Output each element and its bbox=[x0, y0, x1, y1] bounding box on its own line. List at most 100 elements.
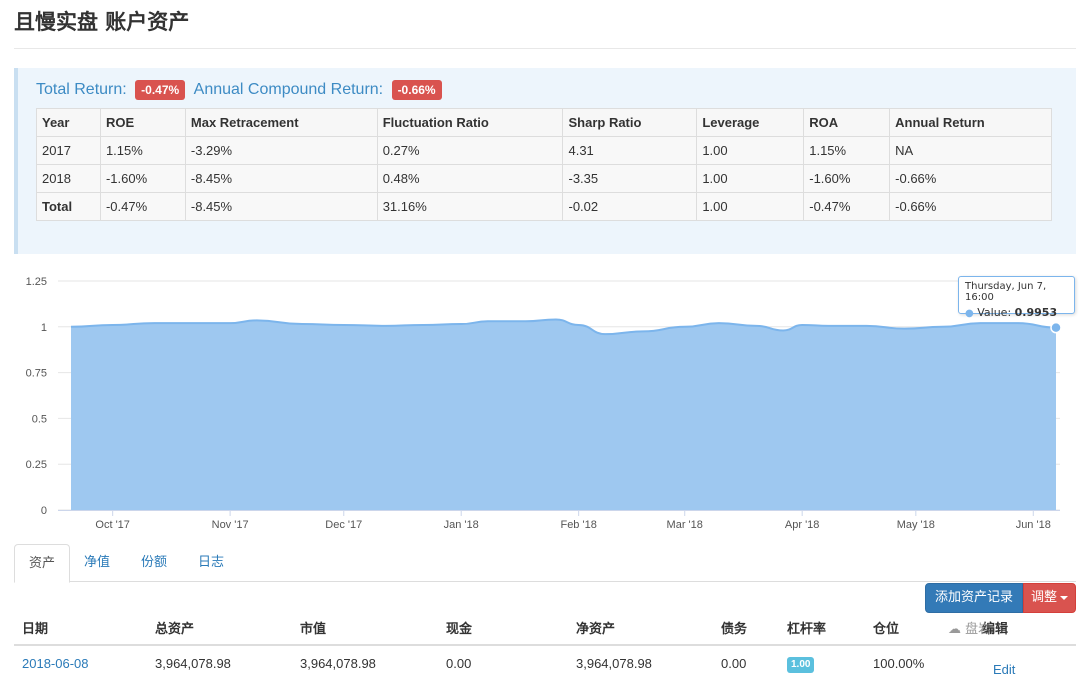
x-tick-label: Mar '18 bbox=[667, 519, 703, 531]
stats-cell: 0.48% bbox=[376, 164, 564, 193]
stats-cell: -3.29% bbox=[184, 136, 378, 165]
stats-cell: 1.00 bbox=[696, 164, 805, 193]
assets-header-cell: 日期 bbox=[22, 622, 49, 637]
stats-header-cell: ROE bbox=[99, 108, 186, 137]
stats-cell: 2018 bbox=[36, 164, 101, 193]
cash-cell: 0.00 bbox=[446, 656, 472, 671]
assets-header-cell: 仓位 bbox=[873, 622, 900, 637]
stats-cell: 1.15% bbox=[803, 136, 891, 165]
x-tick-label: Feb '18 bbox=[560, 519, 596, 531]
total-return-label: Total Return: bbox=[36, 81, 127, 98]
tab-shares[interactable]: 份额 bbox=[141, 555, 168, 570]
adjust-label: 调整 bbox=[1030, 590, 1057, 605]
x-tick-label: Dec '17 bbox=[325, 519, 362, 531]
y-tick-label: 0 bbox=[41, 505, 47, 517]
wechat-icon: ☁ bbox=[948, 622, 961, 637]
position-cell: 100.00% bbox=[873, 656, 925, 671]
adjust-dropdown-button[interactable]: 调整 bbox=[1023, 583, 1076, 613]
series-area bbox=[71, 319, 1056, 510]
stats-cell: -1.60% bbox=[803, 164, 891, 193]
y-tick-label: 0.25 bbox=[26, 459, 47, 471]
return-summary: Total Return: -0.47% Annual Compound Ret… bbox=[36, 80, 446, 100]
stats-cell: 1.00 bbox=[696, 136, 805, 165]
annual-compound-badge: -0.66% bbox=[391, 80, 442, 100]
assets-header-cell: 市值 bbox=[300, 622, 327, 637]
hover-point-marker bbox=[1050, 321, 1062, 334]
chart-svg[interactable]: 0 0.25 0.5 0.75 1 1.25 Oct '17 Nov '17 Dec '17 Ja… bbox=[0, 262, 1080, 540]
stats-header-cell: Sharp Ratio bbox=[562, 108, 698, 137]
x-tick-label: Oct '17 bbox=[95, 519, 130, 531]
stats-cell: -0.66% bbox=[889, 164, 1052, 193]
tooltip-value: 0.9953 bbox=[1014, 306, 1058, 319]
market-value-cell: 3,964,078.98 bbox=[300, 656, 376, 671]
annual-compound-label: Annual Compound Return: bbox=[193, 81, 384, 98]
debt-cell: 0.00 bbox=[721, 656, 747, 671]
total-return-badge: -0.47% bbox=[135, 80, 186, 100]
stats-cell: Total bbox=[36, 192, 101, 221]
y-tick-label: 0.5 bbox=[32, 413, 47, 425]
stats-cell: 2017 bbox=[36, 136, 101, 165]
stats-cell: -0.66% bbox=[889, 192, 1052, 221]
tooltip-title: Thursday, Jun 7, 16:00 bbox=[965, 281, 1047, 303]
chart-tooltip: Thursday, Jun 7, 16:00 ● Value: 0.9953 bbox=[958, 276, 1075, 319]
edit-link[interactable]: Edit bbox=[993, 662, 1016, 677]
leverage-cell: 1.00 bbox=[787, 648, 815, 680]
tooltip-value-line: ● Value: 0.9953 bbox=[965, 306, 1068, 319]
stats-header-cell: Max Retracement bbox=[184, 108, 378, 137]
stats-cell: 0.27% bbox=[376, 136, 564, 165]
stats-cell: -0.47% bbox=[99, 192, 186, 221]
stats-header-cell: ROA bbox=[803, 108, 891, 137]
assets-header-cell: 杠杆率 bbox=[787, 622, 827, 637]
stats-cell: -3.35 bbox=[562, 164, 698, 193]
date-link[interactable]: 2018-06-08 bbox=[22, 656, 89, 671]
stats-cell: -8.45% bbox=[184, 164, 378, 193]
stats-cell: -0.47% bbox=[803, 192, 891, 221]
stats-header-cell: Leverage bbox=[696, 108, 805, 137]
net-assets-cell: 3,964,078.98 bbox=[576, 656, 652, 671]
y-tick-label: 1 bbox=[41, 322, 47, 334]
caret-down-icon bbox=[1060, 595, 1068, 600]
x-tick-label: Apr '18 bbox=[785, 519, 820, 531]
stats-cell: -1.60% bbox=[99, 164, 186, 193]
stats-cell: 1.15% bbox=[99, 136, 186, 165]
tab-log[interactable]: 日志 bbox=[198, 555, 225, 570]
stats-total-row: Total -0.47% -8.45% 31.16% -0.02 1.00 -0… bbox=[36, 192, 1052, 221]
y-tick-label: 0.75 bbox=[26, 368, 47, 380]
x-tick-label: Jan '18 bbox=[444, 519, 479, 531]
summary-panel: Total Return: -0.47% Annual Compound Ret… bbox=[14, 68, 1076, 254]
series-line bbox=[70, 318, 1057, 336]
stats-header-cell: Year bbox=[36, 108, 101, 137]
watermark: ☁ 盘岩 bbox=[948, 618, 991, 637]
stats-header-cell: Fluctuation Ratio bbox=[376, 108, 564, 137]
stats-cell: -0.02 bbox=[562, 192, 698, 221]
assets-header-cell: 现金 bbox=[446, 622, 473, 637]
stats-table: Year ROE Max Retracement Fluctuation Rat… bbox=[36, 108, 1052, 221]
assets-header-cell: 净资产 bbox=[576, 622, 616, 637]
add-asset-record-button[interactable]: 添加资产记录 bbox=[925, 583, 1023, 613]
stats-cell: NA bbox=[889, 136, 1052, 165]
tab-net-value[interactable]: 净值 bbox=[84, 555, 111, 570]
stats-cell: 4.31 bbox=[562, 136, 698, 165]
stats-cell: 31.16% bbox=[376, 192, 564, 221]
stats-cell: -8.45% bbox=[184, 192, 378, 221]
net-value-chart[interactable]: 0 0.25 0.5 0.75 1 1.25 Oct '17 Nov '17 Dec '17 Ja… bbox=[0, 262, 1080, 540]
assets-header-cell: 债务 bbox=[721, 622, 748, 637]
tab-assets[interactable]: 资产 bbox=[14, 544, 70, 583]
total-assets-cell: 3,964,078.98 bbox=[155, 656, 231, 671]
series-dot-icon: ● bbox=[965, 308, 974, 319]
title-divider bbox=[14, 48, 1076, 49]
tab-bar: 资产 净值 份额 日志 bbox=[14, 544, 1076, 583]
table-row: 2018-06-08 3,964,078.98 3,964,078.98 0.0… bbox=[14, 648, 1076, 682]
x-tick-label: May '18 bbox=[897, 519, 935, 531]
x-tick-label: Jun '18 bbox=[1016, 519, 1051, 531]
watermark-text: 盘岩 bbox=[965, 622, 992, 637]
assets-table-header: 日期 总资产 市值 现金 净资产 债务 杠杆率 仓位 编辑 bbox=[14, 614, 1076, 646]
stats-row: 2017 1.15% -3.29% 0.27% 4.31 1.00 1.15% … bbox=[36, 136, 1052, 165]
assets-header-cell: 编辑 bbox=[982, 622, 1009, 637]
page-title: 且慢实盘 账户资产 bbox=[14, 10, 190, 34]
tooltip-label: Value: bbox=[977, 306, 1012, 319]
stats-header-cell: Annual Return bbox=[889, 108, 1052, 137]
stats-header-row: Year ROE Max Retracement Fluctuation Rat… bbox=[36, 108, 1052, 137]
leverage-badge: 1.00 bbox=[787, 656, 815, 673]
assets-header-cell: 总资产 bbox=[155, 622, 195, 637]
